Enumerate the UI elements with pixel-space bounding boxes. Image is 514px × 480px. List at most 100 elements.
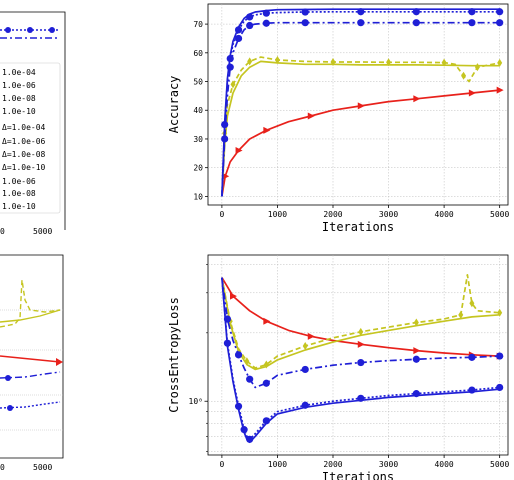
legend-panel: 1.0e-04 1.0e-06 1.0e-08 1.0e-10 Δ=1.0e-0… [0,11,66,236]
ce-series-2-point-11 [413,318,419,327]
bottom-left-partial-panel: 0 5000 [0,254,64,472]
cross-entropy-y-axis-label: CrossEntropyLoss [167,297,181,413]
ce-xtick-label-3000: 3000 [379,460,398,469]
acc-series-3-point-15 [412,19,420,27]
ce-series-2-point-17 [497,308,503,317]
acc-series-0-point-7 [307,112,315,120]
acc-series-5-line [221,8,500,197]
acc-series-0-point-5 [263,126,271,134]
acc-series-2-point-18 [497,58,503,67]
bottom-left-yellow-dashed [0,279,61,328]
acc-series-3-point-17 [468,19,476,27]
cross-entropy-series [221,273,504,444]
ce-series-2-point-9 [358,327,364,336]
acc-ytick-label-50: 50 [193,78,203,87]
acc-series-2-point-7 [274,55,280,64]
ce-series-3-point-11 [357,358,365,367]
accuracy-grid [208,4,508,205]
acc-series-0-point-3 [235,146,243,154]
accuracy-y-axis-label: Accuracy [167,76,181,134]
acc-xtick-label-5000: 5000 [490,210,509,219]
ce-series-3-point-9 [301,365,309,374]
acc-series-3-point-13 [357,19,365,27]
acc-series-2-point-3 [230,80,236,89]
ce-series-0-point-5 [307,332,315,340]
acc-series-0-point-14 [496,86,504,94]
ce-series-4-line [221,277,500,441]
acc-series-3-point-11 [301,19,309,27]
acc-xtick-label-2000: 2000 [323,210,342,219]
acc-series-3-point-18 [496,19,504,27]
legend-entry-3: 1.0e-08 [2,94,36,103]
acc-ytick-label-10: 10 [193,192,203,201]
bottom-left-xtick-5000: 5000 [33,463,52,472]
acc-xtick-label-4000: 4000 [434,210,453,219]
acc-series-2-point-17 [474,63,480,72]
ce-series-3-point-7 [262,379,270,387]
ce-series-2-point-13 [458,310,464,319]
bottom-left-marker-2 [7,405,13,411]
legend-entry-2: 1.0e-06 [2,81,36,90]
acc-xtick-label-0: 0 [219,210,224,219]
acc-series-3-line [221,21,500,197]
acc-ytick-label-20: 20 [193,164,203,173]
acc-xtick-label-1000: 1000 [268,210,287,219]
acc-series-2-point-13 [441,58,447,67]
ce-series-2-point-5 [263,360,269,369]
ce-series-2-point-3 [244,357,250,366]
acc-series-0-point-11 [413,95,421,103]
legend-entry-9: 1.0e-06 [2,177,36,186]
ce-xtick-label-5000: 5000 [490,460,509,469]
legend-panel-frame [0,11,66,230]
accuracy-ticks: 0 1000 2000 3000 4000 5000 10 20 30 40 50 60 70 [193,20,509,219]
cross-entropy-ticks: 0 1000 2000 3000 4000 5000 10⁰ [189,264,509,469]
ce-xtick-label-2000: 2000 [323,460,342,469]
cross-entropy-chart: 0 1000 2000 3000 4000 5000 10⁰ Iterations Cros… [167,254,509,480]
ce-series-0-point-3 [263,317,271,325]
acc-ytick-label-60: 60 [193,49,203,58]
bottom-left-blue-dashdot [0,371,61,379]
ce-series-0-line [221,277,500,357]
acc-series-2-point-9 [330,58,336,67]
acc-xtick-label-3000: 3000 [379,210,398,219]
legend-panel-xtick-5000: 5000 [33,227,52,236]
ce-ytick-label: 10⁰ [189,397,203,406]
acc-series-0-point-1 [222,172,230,180]
legend-entry-1: 1.0e-04 [2,68,36,77]
ce-series-3-line [221,277,500,389]
ce-series-3-point-13 [412,355,420,363]
acc-series-2-point-5 [247,57,253,66]
legend-panel-marker-2 [27,27,33,33]
legend-entry-6: Δ=1.0e-06 [2,137,46,146]
bottom-left-grid [0,309,63,431]
bottom-left-red [0,355,61,363]
ce-series-3-point-16 [496,352,504,360]
ce-series-2-point-15 [469,299,475,308]
acc-series-2-line [221,56,500,197]
acc-series-1-line [221,60,500,197]
accuracy-series [221,8,504,197]
legend-entry-7: Δ=1.0e-08 [2,150,46,159]
legend-panel-marker-1 [5,27,11,33]
acc-series-3-point-9 [262,19,270,27]
acc-ytick-label-70: 70 [193,20,203,29]
acc-series-2-point-15 [461,71,467,80]
acc-ytick-label-30: 30 [193,135,203,144]
legend-box [0,62,61,214]
ce-xtick-label-0: 0 [219,460,224,469]
acc-series-2-point-11 [386,58,392,67]
ce-series-3-point-15 [468,353,476,361]
bottom-left-marker-1 [5,375,11,381]
ce-series-5-line [221,277,500,444]
ce-series-0-point-1 [230,292,237,300]
accuracy-x-axis-label: Iterations [322,220,394,234]
acc-series-0-point-13 [468,89,476,97]
ce-series-3-point-5 [246,375,254,383]
ce-xtick-label-4000: 4000 [434,460,453,469]
acc-series-0-point-9 [357,102,365,110]
accuracy-plot-frame [207,3,509,206]
legend-panel-xtick-0: 0 [0,227,5,236]
ce-xtick-label-1000: 1000 [268,460,287,469]
legend-entry-4: 1.0e-10 [2,107,36,116]
